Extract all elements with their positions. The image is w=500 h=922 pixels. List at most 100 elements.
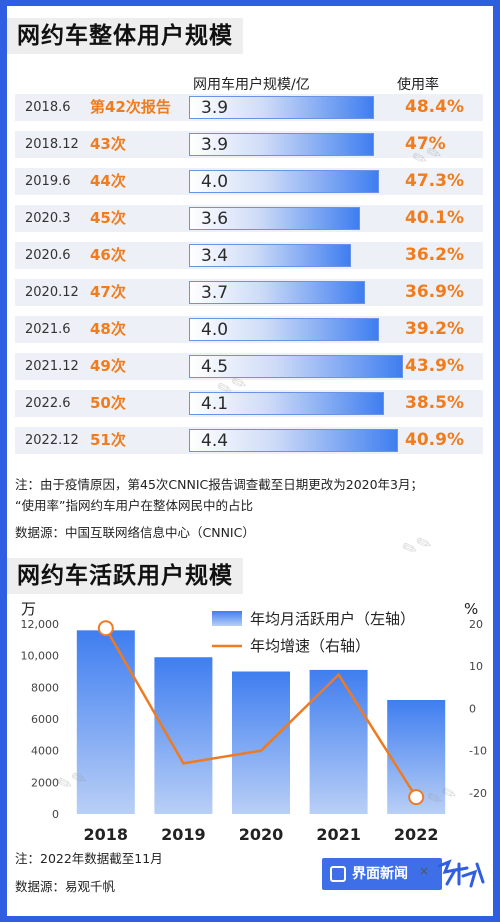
- y-tick-label: 4000: [31, 745, 59, 758]
- table-row: 2021.6 48次 4.0 39.2%: [15, 316, 483, 343]
- row-users-bar: [189, 318, 380, 341]
- table-row: 2020.6 46次 3.4 36.2%: [15, 242, 483, 269]
- row-period: 2021.6: [25, 322, 71, 337]
- y-tick-label: 0: [52, 808, 59, 821]
- row-rate: 47%: [405, 134, 446, 154]
- source-analysys: 数据源：易观千帆: [15, 879, 116, 894]
- row-users: 3.6: [201, 209, 229, 229]
- y-tick-label: 6000: [31, 713, 59, 726]
- watermark-icon: ✎✎: [399, 531, 435, 562]
- row-users-bar: [189, 96, 375, 119]
- row-survey: 51次: [90, 431, 126, 449]
- active-users-chart: 万 % 0 2000 4000 6000 8000 10,000 12,000 20 10 0 -10 -…: [21, 600, 487, 844]
- row-period: 2020.12: [25, 285, 79, 300]
- row-users-bar: [189, 244, 351, 267]
- bar-2020: [232, 671, 290, 814]
- row-survey: 第42次报告: [90, 98, 171, 116]
- row-users-bar: [189, 133, 375, 156]
- row-rate: 40.1%: [405, 208, 464, 228]
- table-row: 2020.3 45次 3.6 40.1%: [15, 205, 483, 232]
- y-tick-label: 10,000: [21, 650, 60, 663]
- y2-tick-label: -10: [469, 745, 487, 758]
- legend-bar-label: 年均月活跃用户（左轴）: [250, 610, 415, 628]
- row-users-bar: [189, 281, 365, 304]
- row-period: 2022.6: [25, 396, 71, 411]
- row-rate: 43.9%: [405, 356, 464, 376]
- y2-tick-label: 10: [469, 660, 483, 673]
- table-row: 2021.12 49次 4.5 43.9%: [15, 353, 483, 380]
- growth-line: [104, 627, 418, 798]
- table-row: 2022.6 50次 4.1 38.5%: [15, 390, 483, 417]
- row-users: 3.7: [201, 283, 229, 303]
- bar-2019: [154, 657, 213, 814]
- jiemian-news-logo: 界面新闻: [322, 858, 442, 890]
- row-survey: 48次: [90, 320, 126, 338]
- row-survey: 47次: [90, 283, 126, 301]
- x-tick-label: 2019: [161, 825, 206, 844]
- row-users-bar: [189, 392, 384, 415]
- y-axis-unit: 万: [21, 600, 36, 618]
- row-users: 3.9: [201, 98, 229, 118]
- jiemian-logo-icon: [330, 866, 346, 882]
- section1-title: 网约车整体用户规模: [7, 18, 243, 54]
- col-header-users: 网用车用户规模/亿: [193, 77, 310, 93]
- row-period: 2020.6: [25, 248, 71, 263]
- note-line-2: “使用率”指网约车用户在整体网民中的占比: [15, 498, 253, 513]
- y-tick-label: 2000: [31, 776, 59, 789]
- row-survey: 45次: [90, 209, 126, 227]
- row-users: 3.9: [201, 135, 229, 155]
- table-row: 2019.6 44次 4.0 47.3%: [15, 168, 483, 195]
- row-users-bar: [189, 355, 403, 378]
- y2-tick-label: -20: [469, 787, 487, 800]
- note-line-1: 注：由于疫情原因，第45次CNNIC报告调查截至日期更改为2020年3月；: [15, 477, 424, 492]
- section2-title: 网约车活跃用户规模: [7, 558, 243, 594]
- row-rate: 39.2%: [405, 319, 464, 339]
- row-users: 4.4: [201, 431, 229, 451]
- row-users-bar: [189, 207, 361, 230]
- row-users-bar: [189, 429, 399, 452]
- y-tick-label: 8000: [31, 681, 59, 694]
- legend-line-label: 年均增速（右轴）: [250, 637, 370, 655]
- bar-2021: [309, 669, 368, 814]
- row-period: 2021.12: [25, 359, 79, 374]
- table-row: 2018.12 43次 3.9 47%: [15, 131, 483, 158]
- row-users-bar: [189, 170, 380, 193]
- growth-point-2022: [408, 789, 425, 806]
- row-survey: 49次: [90, 357, 126, 375]
- table-row: 2018.6 第42次报告 3.9 48.4%: [15, 94, 483, 121]
- growth-point-2018: [97, 620, 114, 637]
- row-survey: 43次: [90, 135, 126, 153]
- y2-axis-unit: %: [464, 600, 478, 618]
- shuju-logo-icon: [437, 859, 485, 888]
- infographic-card: 网约车整体用户规模 网用车用户规模/亿 使用率 2018.6 第42次报告 3.9 4…: [7, 6, 493, 916]
- row-rate: 38.5%: [405, 393, 464, 413]
- row-rate: 36.2%: [405, 245, 464, 265]
- row-period: 2019.6: [25, 174, 71, 189]
- row-users: 3.4: [201, 246, 229, 266]
- y2-tick-label: 20: [469, 618, 483, 631]
- table-row: 2022.12 51次 4.4 40.9%: [15, 427, 483, 454]
- x-tick-label: 2018: [84, 825, 129, 844]
- row-rate: 47.3%: [405, 171, 464, 191]
- note-2022: 注：2022年数据截至11月: [15, 851, 163, 866]
- row-survey: 44次: [90, 172, 126, 190]
- y-tick-label: 12,000: [21, 618, 60, 631]
- row-period: 2018.12: [25, 137, 79, 152]
- legend-bar-swatch: [212, 611, 242, 626]
- table-row: 2020.12 47次 3.7 36.9%: [15, 279, 483, 306]
- row-period: 2020.3: [25, 211, 71, 226]
- row-users: 4.0: [201, 172, 229, 192]
- row-users: 4.1: [201, 394, 229, 414]
- x-tick-label: 2020: [239, 825, 284, 844]
- source-cnnic: 数据源：中国互联网络信息中心（CNNIC）: [15, 525, 255, 540]
- row-rate: 48.4%: [405, 97, 464, 117]
- x-tick-label: 2021: [316, 825, 361, 844]
- row-rate: 36.9%: [405, 282, 464, 302]
- row-period: 2022.12: [25, 433, 79, 448]
- col-header-rate: 使用率: [397, 77, 439, 93]
- row-survey: 50次: [90, 394, 126, 412]
- row-users: 4.5: [201, 357, 229, 377]
- row-period: 2018.6: [25, 100, 71, 115]
- row-users: 4.0: [201, 320, 229, 340]
- cross-mark: ×: [419, 864, 430, 878]
